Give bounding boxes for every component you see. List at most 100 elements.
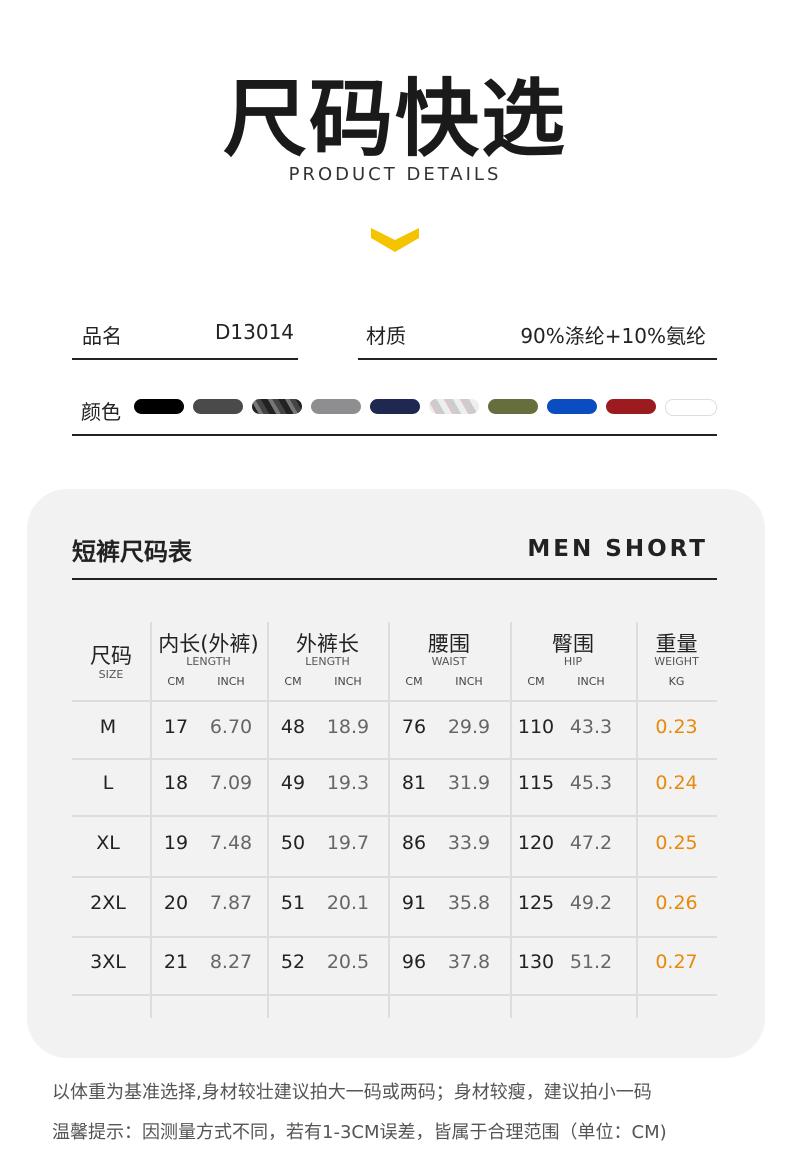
color-swatch[interactable] [429,399,479,414]
inch-cell: 19.3 [326,772,370,794]
inch-cell: 47.2 [569,832,613,854]
inch-cell: 35.8 [447,892,491,914]
header-5-en: WEIGHT [654,655,699,668]
cm-cell: 96 [401,951,427,973]
column-divider [636,622,638,1018]
column-divider [267,622,269,1018]
header-5: 重量 [655,632,698,656]
color-swatch[interactable] [134,399,184,414]
inch-cell: 18.9 [326,716,370,738]
inch-cell: 43.3 [569,716,613,738]
header-1-en: LENGTH [186,655,231,668]
cm-cell: 130 [517,951,555,973]
row-divider [72,700,717,702]
color-swatch[interactable] [488,399,538,414]
size-cell: L [102,772,114,794]
column-divider [150,622,152,1018]
row-divider [72,936,717,938]
size-cell: XL [96,832,120,854]
header-1: 内长(外裤) [158,632,259,656]
inch-cell: 49.2 [569,892,613,914]
color-swatch[interactable] [311,399,361,414]
cm-cell: 125 [517,892,555,914]
cm-cell: 115 [517,772,555,794]
header-4: 臀围 [552,632,594,656]
color-swatch[interactable] [606,399,656,414]
size-cell: 2XL [90,892,126,914]
cm-cell: 19 [163,832,189,854]
material-value: 90%涤纶+10%氨纶 [520,324,706,348]
size-cell: 3XL [90,951,126,973]
cm-cell: 81 [401,772,427,794]
weight-cell: 0.27 [655,951,698,973]
inch-cell: 33.9 [447,832,491,854]
weight-cell: 0.25 [655,832,698,854]
cm-cell: 51 [280,892,306,914]
divider [72,358,298,360]
unit-inch: INCH [334,675,362,688]
inch-cell: 51.2 [569,951,613,973]
color-swatch[interactable] [547,399,597,414]
cm-cell: 76 [401,716,427,738]
color-swatch[interactable] [665,399,717,416]
header-4-en: HIP [563,655,583,668]
inch-cell: 6.70 [209,716,253,738]
divider [72,578,717,580]
size-cell: M [99,716,117,738]
unit-inch: INCH [217,675,245,688]
material-label: 材质 [366,324,406,348]
page-subtitle: PRODUCT DETAILS [288,164,502,185]
color-swatch[interactable] [252,399,302,414]
cm-cell: 120 [517,832,555,854]
unit-inch: INCH [455,675,483,688]
cm-cell: 91 [401,892,427,914]
cm-cell: 17 [163,716,189,738]
header-size-en: SIZE [98,668,124,681]
table-title: 短裤尺码表 [72,538,192,566]
product-name-label: 品名 [82,324,122,348]
inch-cell: 19.7 [326,832,370,854]
cm-cell: 52 [280,951,306,973]
color-swatch[interactable] [193,399,243,414]
cm-cell: 110 [517,716,555,738]
color-swatch[interactable] [370,399,420,414]
unit-cm: CM [284,675,302,688]
header-2: 外裤长 [296,632,359,656]
row-divider [72,815,717,817]
column-divider [388,622,390,1018]
weight-cell: 0.26 [655,892,698,914]
header-2-en: LENGTH [305,655,350,668]
weight-cell: 0.23 [655,716,698,738]
page-title: 尺码快选 [222,70,567,168]
chevron-down-icon [371,228,419,252]
product-name-value: D13014 [215,320,295,344]
unit-cm: CM [167,675,185,688]
divider [72,434,717,436]
color-label: 颜色 [81,400,121,424]
column-divider [510,622,512,1018]
note-1: 以体重为基准选择,身材较壮建议拍大一码或两码；身材较瘦，建议拍小一码 [52,1082,652,1103]
inch-cell: 20.1 [326,892,370,914]
inch-cell: 29.9 [447,716,491,738]
cm-cell: 18 [163,772,189,794]
table-title-en: MEN SHORT [527,536,708,562]
row-divider [72,758,717,760]
inch-cell: 7.87 [209,892,253,914]
inch-cell: 31.9 [447,772,491,794]
inch-cell: 20.5 [326,951,370,973]
cm-cell: 50 [280,832,306,854]
inch-cell: 8.27 [209,951,253,973]
cm-cell: 21 [163,951,189,973]
header-size: 尺码 [90,644,132,668]
unit-cm: CM [405,675,423,688]
header-3-en: WAIST [431,655,467,668]
cm-cell: 49 [280,772,306,794]
unit-cm: CM [527,675,545,688]
row-divider [72,876,717,878]
cm-cell: 48 [280,716,306,738]
cm-cell: 20 [163,892,189,914]
cm-cell: 86 [401,832,427,854]
unit-kg: KG [668,675,685,688]
unit-inch: INCH [577,675,605,688]
